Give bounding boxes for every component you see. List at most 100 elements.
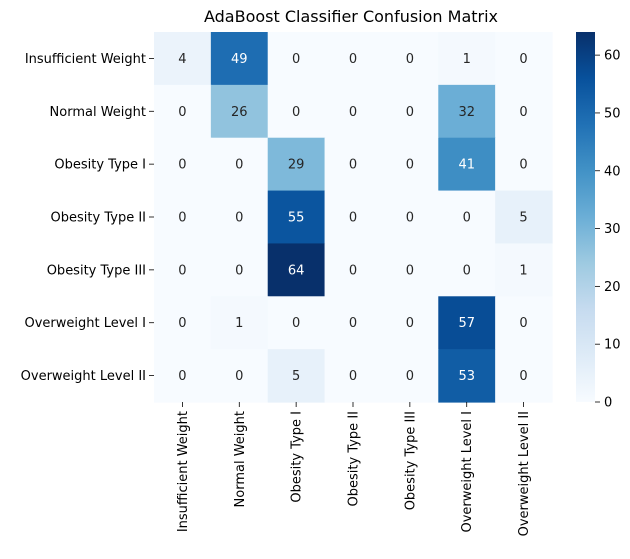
x-axis: Insufficient Weight Normal Weight Obesity … <box>176 401 532 536</box>
heatmap-cell-r6-c1 <box>210 349 269 403</box>
cell-value-r3-c6: 5 <box>519 210 527 225</box>
cell-value-r4-c2: 64 <box>288 263 305 278</box>
cell-value-r4-c4: 0 <box>406 263 414 278</box>
cell-value-r6-c0: 0 <box>178 369 186 384</box>
heatmap-cell-r1-c2 <box>267 84 326 139</box>
y-tick-label-6: Overweight Level II <box>21 369 146 384</box>
heatmap-cell-r3-c6 <box>495 190 553 245</box>
cell-value-r1-c3: 0 <box>349 105 357 120</box>
heatmap-cell-r0-c5 <box>438 32 496 86</box>
colorbar-tick-label-3: 30 <box>604 222 621 237</box>
cell-value-r6-c4: 0 <box>406 369 414 384</box>
cell-value-r0-c0: 4 <box>178 52 186 67</box>
heatmap-cell-r4-c1 <box>210 243 269 297</box>
heatmap-cell-r5-c6 <box>495 296 553 350</box>
x-tick-label-6: Overweight Level II <box>517 411 532 536</box>
colorbar: 0 10 20 30 40 50 60 <box>576 32 621 411</box>
heatmap-cell-r4-c4 <box>381 243 439 297</box>
x-tick-label-5: Overweight Level I <box>460 411 475 533</box>
heatmap-cell-r0-c1 <box>210 32 269 86</box>
colorbar-tick-label-2: 20 <box>604 280 621 295</box>
heatmap-cell-r1-c5 <box>438 84 496 139</box>
heatmap-cell-r0-c4 <box>381 32 439 86</box>
colorbar-tick-label-6: 60 <box>604 49 621 64</box>
cell-value-r4-c6: 1 <box>519 263 527 278</box>
cell-value-r0-c1: 49 <box>231 52 248 67</box>
heatmap-cell-r1-c6 <box>495 84 553 139</box>
x-tick-label-0: Insufficient Weight <box>176 411 191 532</box>
cell-value-r5-c5: 57 <box>458 316 475 331</box>
cell-value-r5-c2: 0 <box>292 316 300 331</box>
y-tick-label-4: Obesity Type III <box>47 263 146 278</box>
heatmap-cell-r5-c1 <box>210 296 269 350</box>
x-tick-label-4: Obesity Type III <box>403 411 418 510</box>
heatmap-cell-r0-c6 <box>495 32 553 86</box>
cell-value-r4-c5: 0 <box>463 263 471 278</box>
heatmap-layer: 4 49 0 0 0 1 0 0 26 0 0 0 32 0 0 0 29 0 0 41 0 0 0 55 0 0 0 5 0 0 64 0 0… <box>154 32 553 403</box>
y-tick-label-1: Normal Weight <box>50 105 146 120</box>
heatmap-cell-r3-c3 <box>324 190 383 245</box>
cell-value-r6-c5: 53 <box>458 369 475 384</box>
y-tick-label-2: Obesity Type I <box>54 158 146 173</box>
chart-title-layer: AdaBoost Classifier Confusion Matrix <box>204 7 498 26</box>
cell-value-r4-c1: 0 <box>235 263 243 278</box>
cell-value-r3-c5: 0 <box>463 210 471 225</box>
y-tick-label-5: Overweight Level I <box>24 316 146 331</box>
cell-value-r0-c2: 0 <box>292 52 300 67</box>
heatmap-cell-r1-c0 <box>154 84 212 139</box>
heatmap-cell-r3-c0 <box>154 190 212 245</box>
x-tick-label-2: Obesity Type I <box>290 411 305 503</box>
cell-value-r1-c2: 0 <box>292 105 300 120</box>
heatmap-cell-r4-c0 <box>154 243 212 297</box>
heatmap-cell-r2-c4 <box>381 137 439 192</box>
heatmap-cell-r2-c6 <box>495 137 553 192</box>
colorbar-tick-label-0: 0 <box>604 396 612 411</box>
heatmap-cell-r0-c2 <box>267 32 326 86</box>
cell-value-r1-c4: 0 <box>406 105 414 120</box>
colorbar-tick-label-4: 40 <box>604 164 621 179</box>
cell-value-r4-c3: 0 <box>349 263 357 278</box>
heatmap-cell-r5-c0 <box>154 296 212 350</box>
heatmap-cell-r0-c0 <box>154 32 212 86</box>
heatmap-cell-r3-c5 <box>438 190 496 245</box>
heatmap-cell-r6-c6 <box>495 349 553 403</box>
cell-value-r3-c4: 0 <box>406 210 414 225</box>
colorbar-tick-label-1: 10 <box>604 338 621 353</box>
cell-value-r2-c2: 29 <box>288 158 305 173</box>
cell-value-r1-c5: 32 <box>458 105 475 120</box>
cell-value-r1-c1: 26 <box>231 105 248 120</box>
heatmap-cell-r6-c4 <box>381 349 439 403</box>
cell-value-r6-c3: 0 <box>349 369 357 384</box>
cell-value-r6-c6: 0 <box>519 369 527 384</box>
heatmap-cell-r4-c2 <box>267 243 326 297</box>
cell-value-r2-c1: 0 <box>235 158 243 173</box>
chart-title: AdaBoost Classifier Confusion Matrix <box>204 7 498 26</box>
heatmap-cell-r1-c4 <box>381 84 439 139</box>
cell-value-r5-c1: 1 <box>235 316 243 331</box>
cell-value-r3-c1: 0 <box>235 210 243 225</box>
heatmap-cell-r6-c5 <box>438 349 496 403</box>
heatmap-cell-r4-c3 <box>324 243 383 297</box>
heatmap-cell-r6-c3 <box>324 349 383 403</box>
cell-value-r2-c6: 0 <box>519 158 527 173</box>
cell-value-r2-c3: 0 <box>349 158 357 173</box>
heatmap-cell-r6-c0 <box>154 349 212 403</box>
cell-value-r0-c4: 0 <box>406 52 414 67</box>
colorbar-tick-label-5: 50 <box>604 106 621 121</box>
heatmap-cell-r2-c5 <box>438 137 496 192</box>
cell-value-r0-c3: 0 <box>349 52 357 67</box>
y-axis: Insufficient Weight Normal Weight Obesity … <box>21 52 154 384</box>
heatmap-cell-r5-c2 <box>267 296 326 350</box>
colorbar-gradient <box>576 32 595 402</box>
cell-value-r3-c3: 0 <box>349 210 357 225</box>
cell-value-r6-c1: 0 <box>235 369 243 384</box>
heatmap-cell-r3-c2 <box>267 190 326 245</box>
cell-value-r4-c0: 0 <box>178 263 186 278</box>
heatmap-cell-r2-c0 <box>154 137 212 192</box>
cell-value-r3-c0: 0 <box>178 210 186 225</box>
cell-value-r5-c6: 0 <box>519 316 527 331</box>
cell-value-r2-c4: 0 <box>406 158 414 173</box>
cell-value-r5-c3: 0 <box>349 316 357 331</box>
heatmap-cell-r4-c6 <box>495 243 553 297</box>
